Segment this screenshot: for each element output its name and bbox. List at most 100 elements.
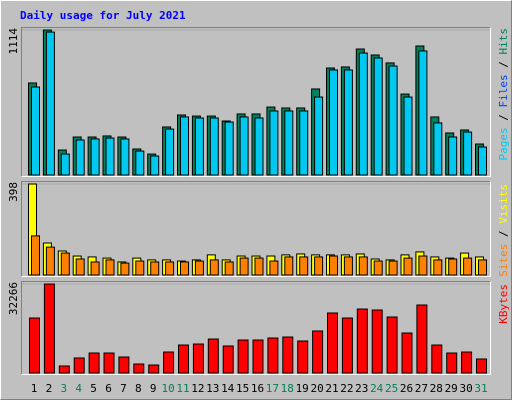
bar bbox=[299, 110, 309, 176]
bar bbox=[299, 256, 309, 276]
bar bbox=[45, 31, 55, 176]
bar bbox=[448, 258, 458, 276]
x-tick-label: 12 bbox=[191, 382, 204, 395]
bar bbox=[105, 259, 115, 276]
bar bbox=[43, 283, 55, 374]
bar bbox=[178, 344, 189, 374]
bar bbox=[135, 150, 145, 176]
bar bbox=[120, 262, 130, 276]
x-tick-label: 25 bbox=[385, 382, 398, 395]
panel-edge-dark bbox=[21, 27, 491, 177]
bar bbox=[314, 96, 324, 176]
bar bbox=[254, 257, 264, 276]
bar bbox=[343, 256, 353, 276]
bar bbox=[192, 343, 204, 374]
x-tick-label: 11 bbox=[176, 382, 189, 395]
x-tick-label: 30 bbox=[459, 382, 472, 395]
panel-edge-light bbox=[21, 181, 491, 277]
bar bbox=[314, 256, 324, 276]
bar bbox=[120, 138, 130, 176]
x-tick-label: 23 bbox=[355, 382, 368, 395]
legend-entry: Files bbox=[497, 74, 510, 107]
bar bbox=[209, 117, 219, 176]
bar bbox=[163, 351, 175, 374]
x-tick-label: 22 bbox=[340, 382, 353, 395]
y-tick-label: 1114 bbox=[7, 28, 20, 55]
bar bbox=[312, 330, 324, 374]
bar bbox=[73, 357, 85, 374]
x-tick-label: 27 bbox=[415, 382, 428, 395]
bar bbox=[31, 86, 40, 176]
bar bbox=[329, 69, 338, 176]
panel-edge-light bbox=[21, 27, 491, 177]
bar bbox=[60, 153, 70, 176]
bar bbox=[358, 256, 368, 276]
bar bbox=[388, 65, 398, 176]
bar bbox=[356, 308, 368, 374]
bar bbox=[269, 110, 279, 176]
x-tick-label: 7 bbox=[120, 382, 127, 395]
bar bbox=[418, 255, 428, 276]
x-tick-label: 6 bbox=[105, 382, 112, 395]
bar bbox=[463, 257, 473, 276]
bar bbox=[416, 304, 428, 374]
bar bbox=[373, 57, 383, 176]
panel-edge-light bbox=[21, 281, 491, 375]
bar bbox=[105, 137, 115, 176]
x-tick-label: 15 bbox=[236, 382, 249, 395]
legend-entry: Sites bbox=[497, 244, 510, 277]
bar bbox=[165, 261, 175, 276]
bar bbox=[401, 332, 413, 374]
bar bbox=[133, 363, 145, 374]
bar bbox=[476, 358, 487, 374]
bar bbox=[222, 345, 234, 374]
x-tick-label: 10 bbox=[161, 382, 174, 395]
bar bbox=[58, 365, 70, 374]
bar bbox=[448, 136, 458, 176]
bar bbox=[60, 252, 70, 276]
bar bbox=[327, 312, 338, 374]
x-tick-label: 8 bbox=[135, 382, 142, 395]
x-tick-label: 13 bbox=[206, 382, 219, 395]
x-tick-label: 19 bbox=[296, 382, 309, 395]
x-tick-label: 24 bbox=[370, 382, 384, 395]
y-tick-label: 398 bbox=[7, 182, 20, 202]
x-tick-label: 2 bbox=[46, 382, 53, 395]
x-tick-label: 1 bbox=[31, 382, 38, 395]
x-tick-label: 14 bbox=[221, 382, 235, 395]
bar bbox=[403, 257, 413, 276]
bar bbox=[150, 261, 160, 276]
bar bbox=[135, 260, 145, 276]
bar bbox=[45, 246, 55, 276]
bar bbox=[103, 352, 115, 374]
bar bbox=[418, 50, 428, 176]
bar bbox=[180, 116, 189, 176]
x-tick-label: 16 bbox=[251, 382, 264, 395]
legend-entry: Visits bbox=[497, 184, 510, 224]
bar bbox=[329, 255, 338, 276]
bar bbox=[75, 258, 85, 276]
bar bbox=[207, 338, 219, 374]
bar bbox=[463, 131, 473, 176]
bar bbox=[29, 317, 40, 374]
bar bbox=[194, 117, 204, 176]
x-tick-label: 4 bbox=[75, 382, 82, 395]
bar bbox=[90, 261, 100, 276]
x-tick-label: 21 bbox=[325, 382, 338, 395]
panel-edge-dark bbox=[21, 181, 491, 277]
legend-entry: KBytes bbox=[497, 284, 510, 324]
bar bbox=[282, 336, 294, 374]
bar bbox=[224, 261, 234, 276]
bar bbox=[386, 316, 398, 374]
bar bbox=[194, 260, 204, 276]
bar bbox=[254, 117, 264, 176]
x-tick-label: 18 bbox=[281, 382, 294, 395]
bar bbox=[267, 337, 279, 374]
bar bbox=[180, 261, 189, 276]
bar bbox=[148, 364, 160, 374]
legend: Sites / Visits bbox=[497, 184, 510, 277]
bar bbox=[237, 339, 249, 374]
bar bbox=[341, 317, 353, 374]
bar bbox=[431, 344, 443, 374]
